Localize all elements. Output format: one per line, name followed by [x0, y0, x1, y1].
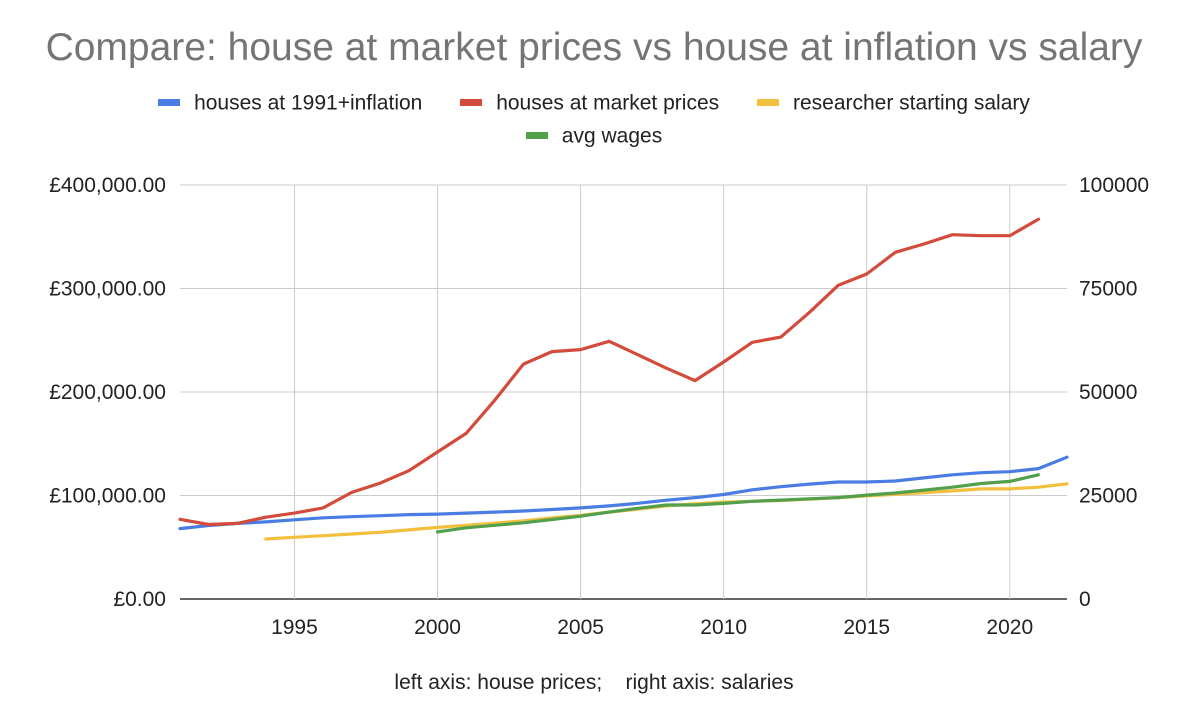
legend-label-avg-wages: avg wages	[561, 124, 663, 148]
y-left-tick-label: £400,000.00	[49, 174, 166, 197]
series-line-1[interactable]	[178, 217, 1041, 527]
series-lines	[178, 217, 1069, 541]
y-right-tick-label: 100000	[1079, 174, 1149, 197]
x-axis-label: left axis: house prices; right axis: sal…	[394, 671, 794, 694]
y-left-tick-label: £200,000.00	[49, 381, 166, 404]
gridlines	[180, 184, 1067, 600]
series-line-2[interactable]	[264, 482, 1069, 541]
x-tick-label: 2000	[414, 616, 461, 639]
y-left-tick-label: £100,000.00	[49, 485, 166, 508]
y-right-tick-label: 75000	[1079, 278, 1137, 301]
series-line-3[interactable]	[435, 473, 1041, 534]
legend-swatch-inflation	[158, 99, 181, 107]
y-right-tick-label: 25000	[1079, 485, 1137, 508]
legend-label-inflation: houses at 1991+inflation	[194, 91, 423, 115]
legend-swatch-researcher	[756, 99, 779, 107]
legend-item-avg-wages[interactable]: avg wages	[525, 124, 663, 148]
x-tick-label: 1995	[271, 616, 318, 639]
series-line-0[interactable]	[178, 455, 1069, 531]
legend-label-market: houses at market prices	[496, 91, 720, 115]
legend-swatch-market	[460, 99, 483, 107]
y-right-tick-label: 50000	[1079, 381, 1137, 404]
y-right-tick-label: 0	[1079, 588, 1091, 611]
x-tick-label: 2005	[557, 616, 604, 639]
legend-item-market[interactable]: houses at market prices	[460, 91, 719, 115]
tick-labels: £0.00 £100,000.00 £200,000.00 £300,000.00 £4…	[49, 174, 1149, 639]
x-tick-label: 2015	[843, 616, 890, 639]
legend-swatch-avg-wages	[525, 132, 548, 140]
y-left-tick-label: £300,000.00	[49, 278, 166, 301]
legend-label-researcher: researcher starting salary	[792, 91, 1030, 115]
legend-row-2: avg wages	[0, 124, 1188, 149]
y-left-tick-label: £0.00	[113, 588, 166, 611]
chart-title: Compare: house at market prices vs house…	[45, 26, 1143, 69]
legend-item-researcher[interactable]: researcher starting salary	[756, 91, 1030, 115]
legend-row-1: houses at 1991+inflation houses at marke…	[0, 91, 1188, 116]
x-tick-label: 2020	[986, 616, 1033, 639]
legend-item-inflation[interactable]: houses at 1991+inflation	[158, 91, 422, 115]
x-tick-label: 2010	[700, 616, 747, 639]
